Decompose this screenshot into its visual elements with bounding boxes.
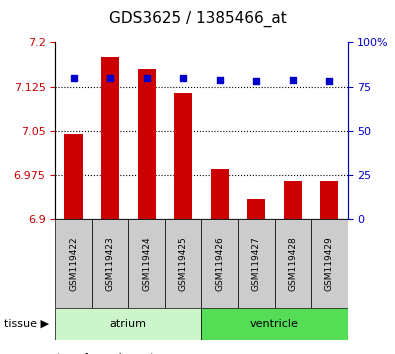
Point [143,75,150,81]
Bar [92,219,128,308]
Bar [55,308,201,340]
Point [70,75,77,81]
Text: GSM119429: GSM119429 [325,236,334,291]
Text: tissue ▶: tissue ▶ [4,319,49,329]
Text: GSM119427: GSM119427 [252,236,261,291]
Point [326,79,333,84]
Bar [174,93,192,219]
Point [180,75,186,81]
Legend: transformed count, percentile rank within the sample: transformed count, percentile rank withi… [41,349,237,354]
Bar [320,181,339,219]
Text: GDS3625 / 1385466_at: GDS3625 / 1385466_at [109,11,286,27]
Text: atrium: atrium [110,319,147,329]
Text: GSM119428: GSM119428 [288,236,297,291]
Bar [55,219,92,308]
Bar [311,219,348,308]
Text: GSM119425: GSM119425 [179,236,188,291]
Bar [201,219,238,308]
Bar [101,57,119,219]
Text: GSM119426: GSM119426 [215,236,224,291]
Point [290,77,296,82]
Bar [247,199,265,219]
Text: GSM119424: GSM119424 [142,236,151,291]
Bar [238,219,275,308]
Bar [284,181,302,219]
Bar [275,219,311,308]
Text: ventricle: ventricle [250,319,299,329]
Point [107,75,113,81]
Bar [201,308,348,340]
Text: GSM119423: GSM119423 [105,236,115,291]
Bar [64,134,83,219]
Bar [137,69,156,219]
Bar [128,219,165,308]
Point [253,79,260,84]
Bar [211,169,229,219]
Bar [165,219,201,308]
Point [216,77,223,82]
Text: GSM119422: GSM119422 [69,236,78,291]
